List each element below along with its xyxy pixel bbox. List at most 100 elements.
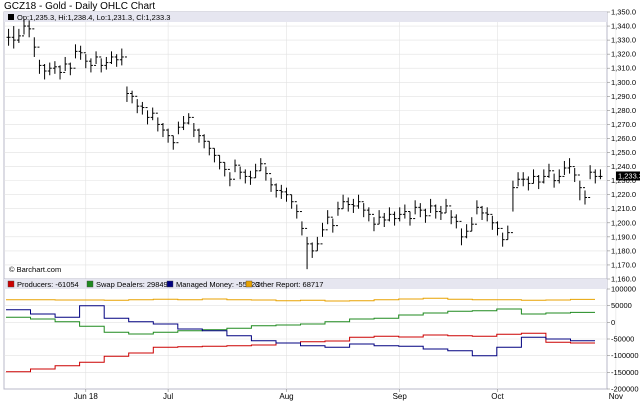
ohlc-bar[interactable] bbox=[269, 173, 274, 192]
ohlc-bar[interactable] bbox=[459, 220, 464, 246]
ohlc-bar[interactable] bbox=[32, 28, 37, 57]
ohlc-bar[interactable] bbox=[310, 242, 315, 258]
ohlc-bar[interactable] bbox=[160, 123, 165, 138]
ohlc-bar[interactable] bbox=[320, 222, 325, 245]
ohlc-bar[interactable] bbox=[222, 161, 227, 177]
ohlc-bar[interactable] bbox=[181, 115, 186, 131]
ohlc-bar[interactable] bbox=[469, 217, 474, 232]
ohlc-bar[interactable] bbox=[6, 28, 11, 46]
ohlc-bar[interactable] bbox=[284, 187, 289, 202]
ohlc-bar[interactable] bbox=[366, 207, 371, 222]
ohlc-bar[interactable] bbox=[495, 221, 500, 236]
ohlc-bar[interactable] bbox=[510, 180, 515, 234]
cot-series-line[interactable] bbox=[6, 305, 595, 357]
ohlc-bar[interactable] bbox=[238, 164, 243, 180]
ohlc-bar[interactable] bbox=[325, 210, 330, 231]
ohlc-bar[interactable] bbox=[335, 201, 340, 227]
ohlc-bar[interactable] bbox=[299, 211, 304, 236]
ohlc-bar[interactable] bbox=[572, 166, 577, 183]
ohlc-bar[interactable] bbox=[577, 174, 582, 201]
ohlc-bar[interactable] bbox=[176, 121, 181, 144]
ohlc-bar[interactable] bbox=[521, 172, 526, 187]
ohlc-bar[interactable] bbox=[135, 95, 140, 114]
ohlc-bar[interactable] bbox=[526, 176, 531, 191]
ohlc-bar[interactable] bbox=[155, 112, 160, 132]
ohlc-bar[interactable] bbox=[191, 116, 196, 138]
ohlc-bar[interactable] bbox=[22, 19, 27, 37]
ohlc-bar[interactable] bbox=[253, 163, 258, 179]
ohlc-bar[interactable] bbox=[557, 169, 562, 184]
ohlc-bar[interactable] bbox=[315, 236, 320, 252]
ohlc-bar[interactable] bbox=[52, 61, 57, 74]
ohlc-bar[interactable] bbox=[454, 214, 459, 229]
ohlc-bar[interactable] bbox=[387, 207, 392, 222]
ohlc-bar[interactable] bbox=[433, 204, 438, 219]
ohlc-bar[interactable] bbox=[145, 107, 150, 125]
ohlc-bar[interactable] bbox=[516, 172, 521, 189]
ohlc-bar[interactable] bbox=[474, 200, 479, 225]
ohlc-bar[interactable] bbox=[63, 56, 68, 73]
ohlc-bar[interactable] bbox=[449, 205, 454, 225]
ohlc-bar[interactable] bbox=[377, 210, 382, 225]
ohlc-bar[interactable] bbox=[582, 187, 587, 205]
ohlc-bar[interactable] bbox=[289, 194, 294, 209]
ohlc-bar[interactable] bbox=[83, 52, 88, 69]
ohlc-bar[interactable] bbox=[279, 184, 284, 199]
ohlc-bar[interactable] bbox=[500, 227, 505, 247]
ohlc-bar[interactable] bbox=[243, 169, 248, 184]
ohlc-bar[interactable] bbox=[397, 207, 402, 222]
price-series[interactable] bbox=[6, 19, 603, 270]
ohlc-bar[interactable] bbox=[418, 203, 423, 218]
ohlc-bar[interactable] bbox=[413, 200, 418, 220]
cot-series[interactable] bbox=[6, 297, 595, 373]
ohlc-bar[interactable] bbox=[541, 169, 546, 184]
ohlc-bar[interactable] bbox=[392, 211, 397, 226]
ohlc-bar[interactable] bbox=[531, 169, 536, 184]
ohlc-bar[interactable] bbox=[552, 170, 557, 188]
cot-series-line[interactable] bbox=[6, 308, 595, 335]
ohlc-bar[interactable] bbox=[485, 207, 490, 222]
ohlc-bar[interactable] bbox=[94, 51, 99, 66]
ohlc-bar[interactable] bbox=[330, 216, 335, 233]
ohlc-bar[interactable] bbox=[150, 107, 155, 121]
ohlc-bar[interactable] bbox=[382, 212, 387, 228]
ohlc-bar[interactable] bbox=[371, 213, 376, 232]
ohlc-bar[interactable] bbox=[598, 169, 603, 180]
ohlc-bar[interactable] bbox=[490, 213, 495, 230]
ohlc-bar[interactable] bbox=[428, 198, 433, 217]
ohlc-bar[interactable] bbox=[562, 160, 567, 177]
ohlc-bar[interactable] bbox=[119, 48, 124, 66]
ohlc-bar[interactable] bbox=[11, 26, 16, 49]
ohlc-bar[interactable] bbox=[27, 20, 32, 38]
ohlc-bar[interactable] bbox=[356, 194, 361, 209]
ohlc-bar[interactable] bbox=[99, 56, 104, 73]
ohlc-bar[interactable] bbox=[130, 90, 135, 104]
ohlc-bar[interactable] bbox=[341, 194, 346, 210]
ohlc-bar[interactable] bbox=[346, 197, 351, 212]
ohlc-bar[interactable] bbox=[227, 168, 232, 187]
ohlc-bar[interactable] bbox=[361, 201, 366, 218]
ohlc-bar[interactable] bbox=[402, 204, 407, 219]
ohlc-bar[interactable] bbox=[58, 65, 63, 80]
ohlc-bar[interactable] bbox=[233, 159, 238, 180]
ohlc-bar[interactable] bbox=[536, 175, 541, 190]
ohlc-bar[interactable] bbox=[274, 183, 279, 198]
ohlc-bar[interactable] bbox=[408, 211, 413, 226]
ohlc-bar[interactable] bbox=[438, 205, 443, 220]
ohlc-bar[interactable] bbox=[207, 140, 212, 156]
ohlc-bar[interactable] bbox=[217, 154, 222, 170]
ohlc-bar[interactable] bbox=[196, 128, 201, 143]
ohlc-bar[interactable] bbox=[202, 134, 207, 149]
ohlc-bar[interactable] bbox=[212, 147, 217, 163]
ohlc-bar[interactable] bbox=[114, 54, 119, 67]
ohlc-bar[interactable] bbox=[588, 165, 593, 198]
ohlc-bar[interactable] bbox=[480, 205, 485, 220]
ohlc-bar[interactable] bbox=[171, 135, 176, 150]
ohlc-bar[interactable] bbox=[567, 158, 572, 174]
ohlc-bar[interactable] bbox=[305, 227, 310, 270]
ohlc-bar[interactable] bbox=[263, 163, 268, 181]
ohlc-bar[interactable] bbox=[73, 44, 78, 69]
ohlc-bar[interactable] bbox=[88, 58, 93, 73]
ohlc-bar[interactable] bbox=[109, 51, 114, 64]
